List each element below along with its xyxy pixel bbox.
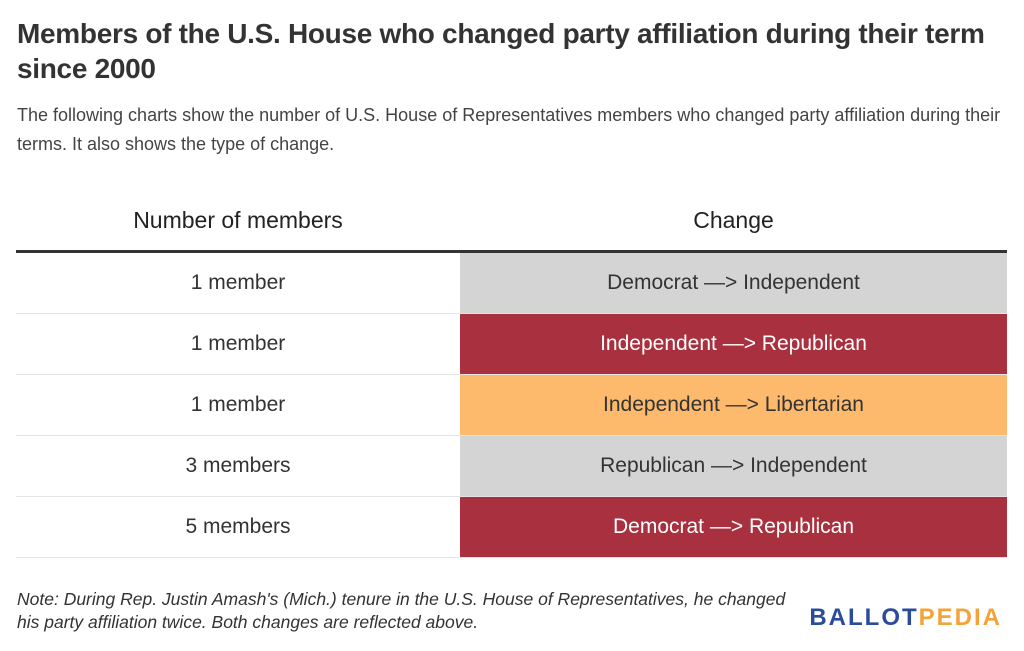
header-row: Number of members Change [16,190,1007,253]
change-cell: Republican —> Independent [460,435,1007,497]
change-cell: Independent —> Republican [460,313,1007,375]
title: Members of the U.S. House who changed pa… [17,18,985,84]
column-header: Change [460,190,1007,253]
table-row: 1 member Democrat —> Independent [16,251,1007,314]
note: Note: During Rep. Justin Amash's (Mich.)… [17,589,786,632]
member-count: 1 member [16,251,460,314]
table-body: 1 member Democrat —> Independent 1 member I… [16,251,1007,558]
logo-text: BALLOT [809,604,919,631]
logo: BALLOTPEDIA [809,604,1002,632]
member-count: 1 member [16,313,460,375]
change-cell: Democrat —> Independent [460,251,1007,314]
table-row: 5 members Democrat —> Republican [16,496,1007,558]
table-row: 3 members Republican —> Independent [16,435,1007,497]
member-count: 3 members [16,435,460,497]
logo-text: PEDIA [918,604,1002,631]
change-cell: Democrat —> Republican [460,496,1007,558]
table: Number of members Change 1 member Democra… [16,190,1007,558]
change-cell: Independent —> Libertarian [460,374,1007,436]
subtitle: The following charts show the number of … [17,105,1001,154]
table-row: 1 member Independent —> Republican [16,313,1007,375]
member-count: 5 members [16,496,460,558]
member-count: 1 member [16,374,460,436]
table-row: 1 member Independent —> Libertarian [16,374,1007,436]
column-header: Number of members [16,190,460,253]
